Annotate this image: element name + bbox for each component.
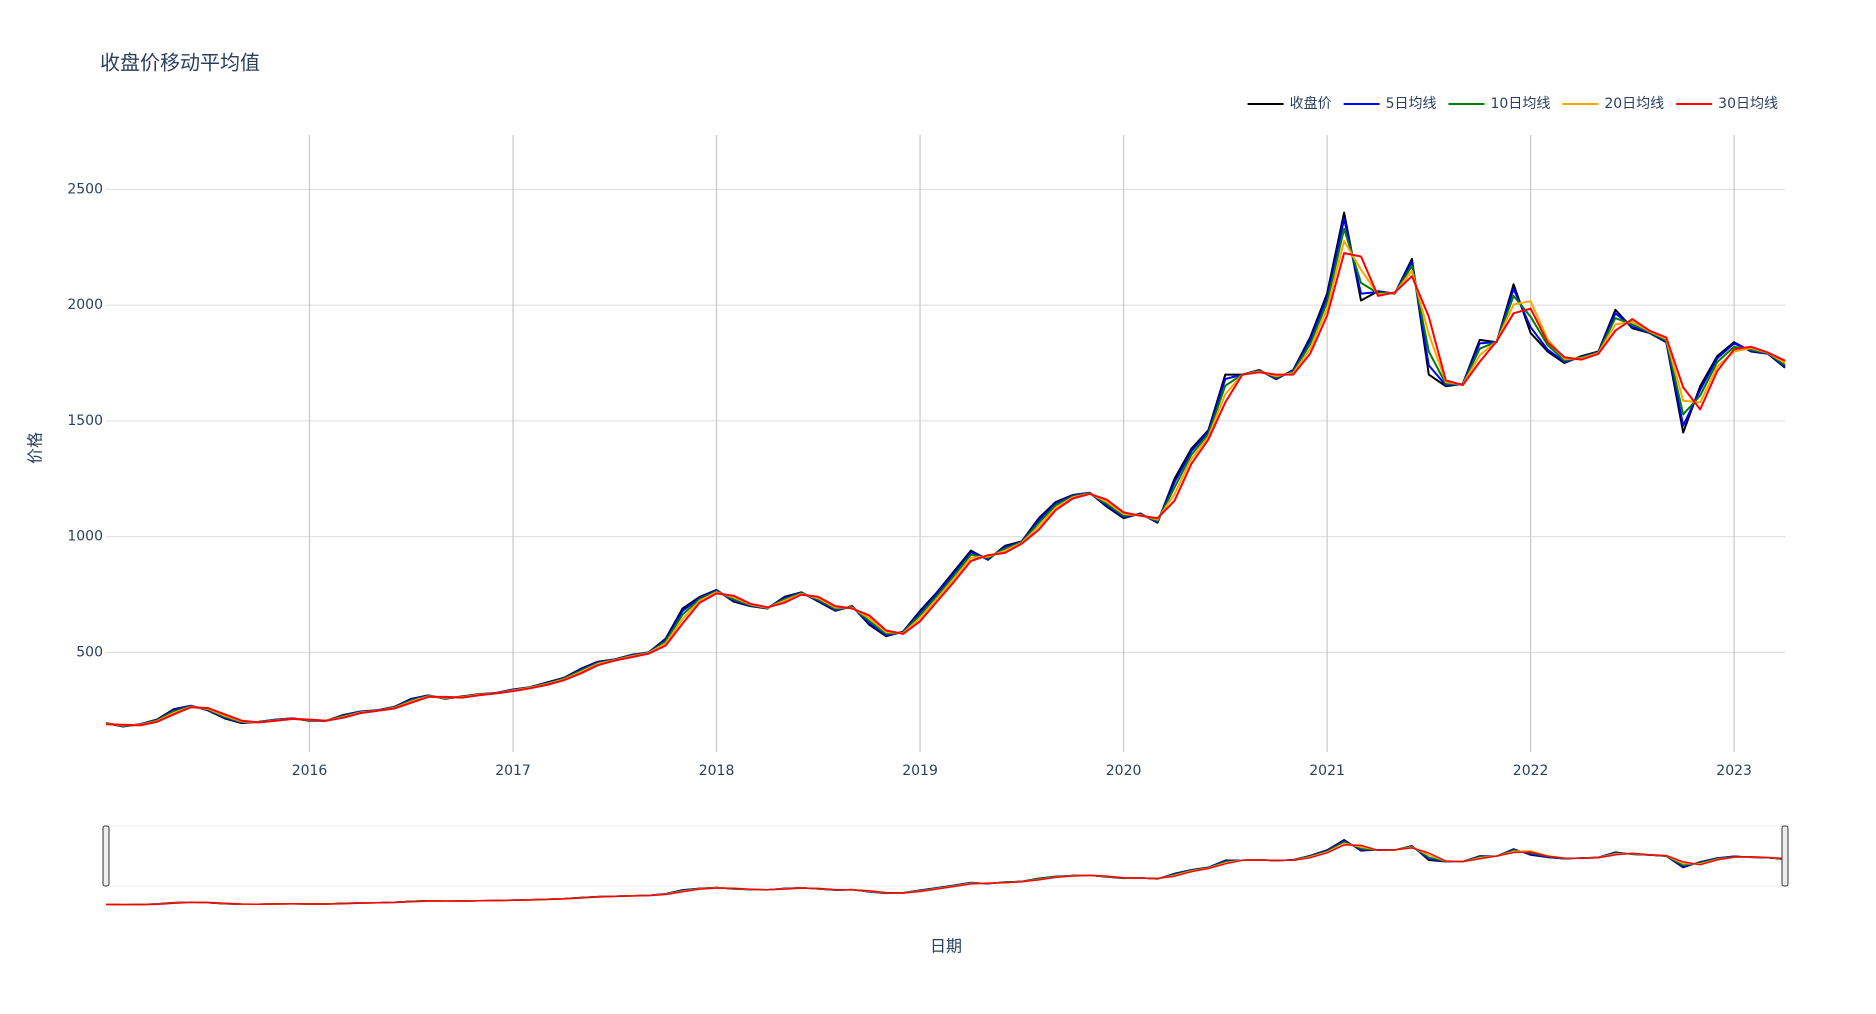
legend-label: 20日均线 (1604, 96, 1664, 112)
x-tick-label: 2023 (1716, 763, 1752, 779)
x-tick-label: 2021 (1309, 763, 1345, 779)
slider-handle[interactable] (102, 825, 110, 887)
y-tick-label: 2500 (67, 181, 103, 197)
x-tick-label: 2018 (699, 763, 735, 779)
series-line (105, 252, 1786, 727)
series-line (105, 218, 1786, 728)
x-tick-label: 2017 (495, 763, 531, 779)
slider-handle[interactable] (1781, 825, 1789, 887)
legend-label: 10日均线 (1491, 96, 1551, 112)
x-axis-label: 日期 (930, 937, 962, 956)
legend-label: 5日均线 (1386, 96, 1437, 112)
x-tick-label: 2019 (902, 763, 938, 779)
y-tick-label: 500 (76, 644, 103, 660)
legend-label: 收盘价 (1290, 95, 1332, 112)
y-tick-label: 2000 (67, 297, 103, 313)
legend-label: 30日均线 (1718, 96, 1778, 112)
x-tick-label: 2020 (1106, 763, 1142, 779)
slider-line (106, 844, 1786, 906)
series-line (105, 227, 1786, 727)
y-tick-label: 1000 (67, 529, 103, 545)
series-line (105, 211, 1786, 728)
x-tick-label: 2016 (292, 763, 328, 779)
y-axis-label: 价格 (26, 432, 45, 464)
range-slider[interactable] (105, 825, 1786, 887)
y-tick-label: 1500 (67, 413, 103, 429)
chart-title: 收盘价移动平均值 (100, 51, 260, 75)
x-tick-label: 2022 (1513, 763, 1549, 779)
